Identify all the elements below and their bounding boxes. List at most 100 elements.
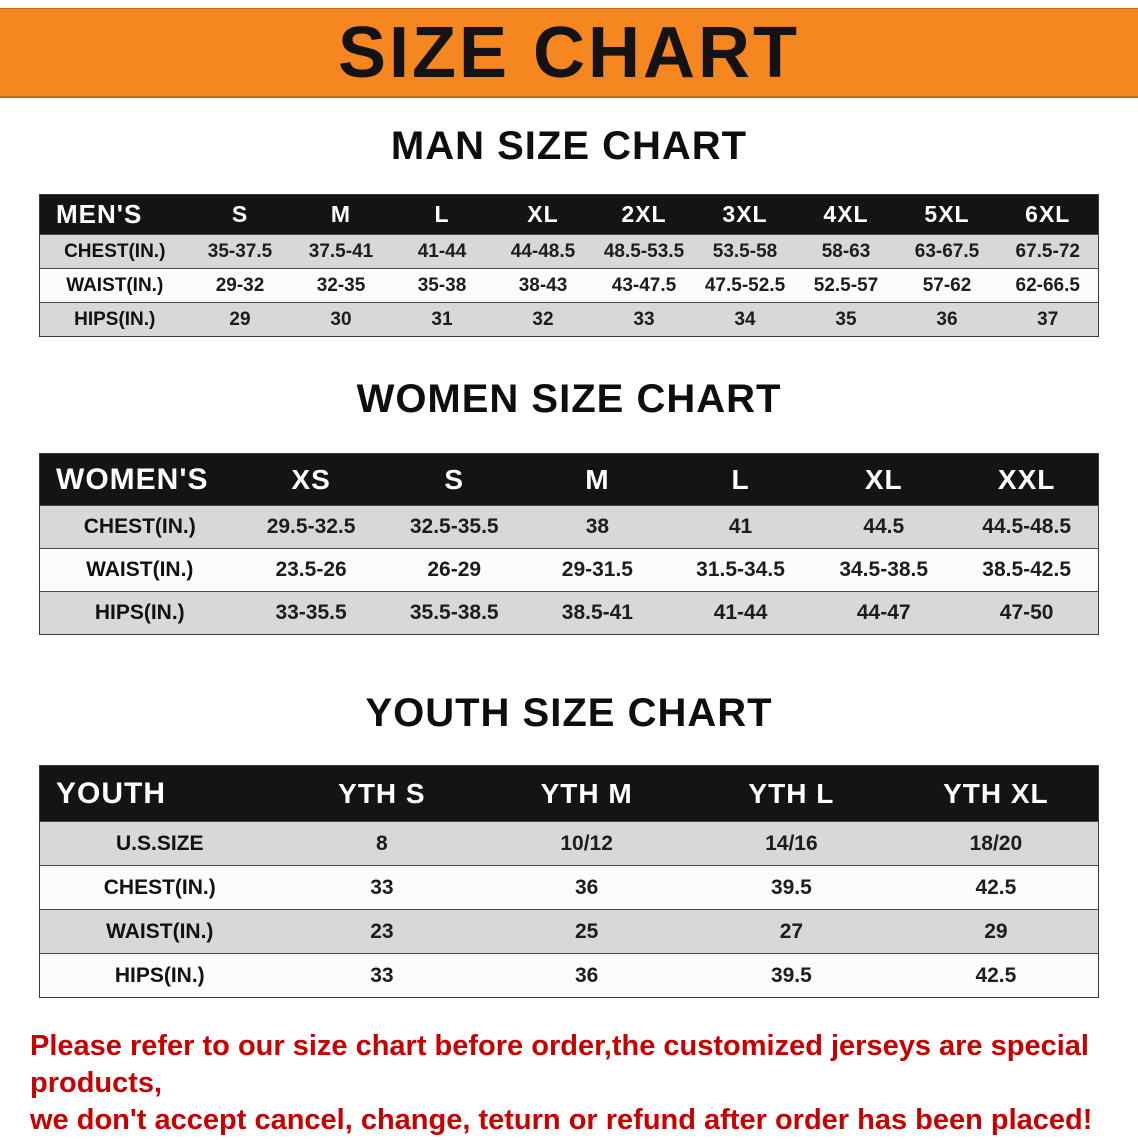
women-table-head: WOMEN'S XS S M L XL XXL <box>39 453 1099 506</box>
table-cell: 48.5-53.5 <box>603 240 685 262</box>
table-cell: 34.5-38.5 <box>839 558 929 581</box>
table-cell: 38.5-42.5 <box>982 558 1072 581</box>
women-table-body: CHEST(IN.) 29.5-32.5 32.5-35.5 38 41 44.5 44.5… <box>39 505 1099 635</box>
section-heading-men: MAN SIZE CHART <box>390 124 748 168</box>
table-cell: 31 <box>431 308 453 330</box>
table-cell: 41-44 <box>713 601 768 624</box>
table-cell: 41-44 <box>417 240 467 262</box>
table-cell: 29 <box>229 308 251 330</box>
header-row: WOMEN'S XS S M L XL XXL <box>39 453 1099 506</box>
column-header: YTH XL <box>943 777 1049 809</box>
table-row: WAIST(IN.) 23 25 27 29 <box>39 909 1099 954</box>
table-cell: 39.5 <box>770 875 812 899</box>
table-cell: 57-62 <box>922 274 972 296</box>
table-row: WAIST(IN.) 29-32 32-35 35-38 38-43 43-47.5 47.… <box>39 268 1099 303</box>
row-label: CHEST(IN.) <box>64 240 166 262</box>
column-header: 5XL <box>924 201 970 227</box>
row-label: U.S.SIZE <box>115 831 204 855</box>
table-cell: 38-43 <box>518 274 568 296</box>
table-cell: 43-47.5 <box>611 274 677 296</box>
column-header: XS <box>291 463 331 495</box>
table-cell: 36 <box>574 963 599 987</box>
column-header: 2XL <box>621 201 667 227</box>
table-cell: 44.5-48.5 <box>982 515 1072 538</box>
column-header: YTH M <box>540 777 633 809</box>
section-heading-youth: YOUTH SIZE CHART <box>365 691 773 735</box>
column-header: 3XL <box>722 201 768 227</box>
size-chart-page: SIZE CHART MAN SIZE CHART MEN'S S M L XL 2XL 3X… <box>0 8 1138 1139</box>
column-header: 4XL <box>823 201 869 227</box>
table-cell: 29-32 <box>215 274 265 296</box>
table-cell: 62-66.5 <box>1015 274 1080 296</box>
column-header: 6XL <box>1025 201 1071 227</box>
table-cell: 36 <box>574 875 599 899</box>
table-cell: 33-35.5 <box>275 601 347 624</box>
table-cell: 32-35 <box>316 274 366 296</box>
table-cell: 26-29 <box>427 558 482 581</box>
table-row: CHEST(IN.) 35-37.5 37.5-41 41-44 44-48.5 48.5… <box>39 234 1099 269</box>
table-row: HIPS(IN.) 29 30 31 32 33 34 35 36 37 <box>39 302 1099 337</box>
header-row: MEN'S S M L XL 2XL 3XL 4XL 5XL 6XL <box>39 194 1099 235</box>
table-cell: 29-31.5 <box>561 558 633 581</box>
table-cell: 30 <box>330 308 352 330</box>
table-cell: 27 <box>779 919 804 943</box>
table-cell: 52.5-57 <box>813 274 879 296</box>
disclaimer-line-1: Please refer to our size chart before or… <box>30 1030 1089 1099</box>
table-row: WAIST(IN.) 23.5-26 26-29 29-31.5 31.5-34.5 34… <box>39 548 1099 592</box>
table-cell: 14/16 <box>765 831 818 855</box>
column-header: YTH L <box>748 777 835 809</box>
table-cell: 36 <box>936 308 958 330</box>
row-label: WAIST(IN.) <box>86 558 194 581</box>
youth-table-head: YOUTH YTH S YTH M YTH L YTH XL <box>39 765 1099 822</box>
women-table-title: WOMEN'S <box>56 462 209 496</box>
table-cell: 37 <box>1037 308 1059 330</box>
table-cell: 42.5 <box>975 963 1017 987</box>
row-label: WAIST(IN.) <box>66 274 164 296</box>
youth-table-body: U.S.SIZE 8 10/12 14/16 18/20 CHEST(IN.) 33 36 39… <box>39 821 1099 998</box>
table-cell: 23 <box>370 919 394 943</box>
table-cell: 33 <box>370 875 394 899</box>
table-cell: 42.5 <box>975 875 1017 899</box>
table-cell: 25 <box>574 919 599 943</box>
table-cell: 8 <box>376 831 388 855</box>
table-cell: 44-48.5 <box>510 240 576 262</box>
table-cell: 35-37.5 <box>207 240 273 262</box>
table-cell: 32 <box>532 308 554 330</box>
table-cell: 35.5-38.5 <box>409 601 499 624</box>
row-label: CHEST(IN.) <box>83 515 196 538</box>
column-header: S <box>444 463 465 495</box>
table-cell: 47.5-52.5 <box>704 274 786 296</box>
men-table-body: CHEST(IN.) 35-37.5 37.5-41 41-44 44-48.5 48.5… <box>39 234 1099 337</box>
row-label: CHEST(IN.) <box>103 875 216 899</box>
women-size-table: WOMEN'S XS S M L XL XXL CHEST(IN.) 29.5-32.5 32.5… <box>39 453 1099 635</box>
table-cell: 35 <box>835 308 857 330</box>
table-cell: 63-67.5 <box>914 240 980 262</box>
table-row: HIPS(IN.) 33-35.5 35.5-38.5 38.5-41 41-44 44-… <box>39 591 1099 635</box>
table-cell: 47-50 <box>999 601 1054 624</box>
column-header: XL <box>864 463 903 495</box>
disclaimer-line-2: we don't accept cancel, change, teturn o… <box>30 1104 1093 1136</box>
section-heading-women: WOMEN SIZE CHART <box>356 377 782 421</box>
table-cell: 34 <box>734 308 756 330</box>
page-title: SIZE CHART <box>338 12 800 93</box>
table-cell: 38 <box>585 515 610 538</box>
table-cell: 41 <box>728 515 753 538</box>
table-cell: 33 <box>633 308 655 330</box>
row-label: HIPS(IN.) <box>74 308 156 330</box>
men-table-head: MEN'S S M L XL 2XL 3XL 4XL 5XL 6XL <box>39 194 1099 235</box>
table-row: CHEST(IN.) 29.5-32.5 32.5-35.5 38 41 44.5 44.5… <box>39 505 1099 549</box>
disclaimer: Please refer to our size chart before or… <box>30 1028 1098 1139</box>
table-cell: 58-63 <box>821 240 871 262</box>
table-cell: 32.5-35.5 <box>409 515 499 538</box>
table-row: CHEST(IN.) 33 36 39.5 42.5 <box>39 865 1099 910</box>
row-label: HIPS(IN.) <box>114 963 205 987</box>
column-header: S <box>231 201 249 227</box>
table-cell: 10/12 <box>560 831 613 855</box>
table-cell: 31.5-34.5 <box>696 558 785 581</box>
table-cell: 44-47 <box>856 601 911 624</box>
column-header: XXL <box>997 463 1056 495</box>
table-cell: 44.5 <box>863 515 905 538</box>
column-header: M <box>330 201 352 227</box>
column-header: YTH S <box>338 777 426 809</box>
table-cell: 23.5-26 <box>275 558 347 581</box>
